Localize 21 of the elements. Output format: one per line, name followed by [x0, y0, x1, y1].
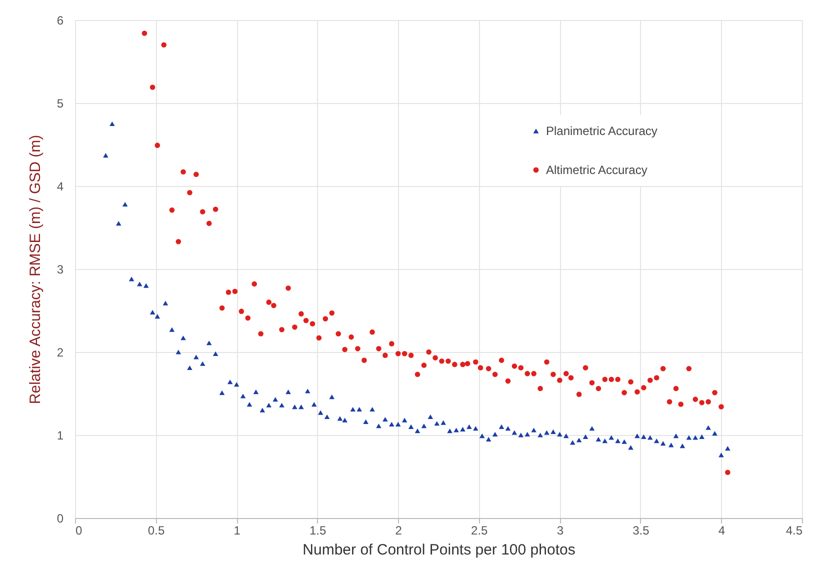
x-tick-label: 3 — [556, 524, 564, 538]
y-tick-label: 5 — [56, 96, 64, 110]
y-tick-label: 6 — [56, 14, 64, 28]
y-axis-title: Relative Accuracy: RMSE (m) / GSD (m) — [26, 134, 44, 404]
y-tick-label: 1 — [56, 428, 64, 442]
y-tick-label: 0 — [56, 512, 64, 526]
x-tick-label: 0.5 — [148, 524, 165, 538]
x-tick-label: 4.5 — [786, 524, 803, 538]
x-tick-label: 4 — [718, 524, 726, 538]
y-tick-label: 3 — [56, 262, 64, 276]
legend-label: Planimetric Accuracy — [546, 124, 658, 138]
x-tick-label: 2.5 — [471, 524, 488, 538]
x-tick-label: 1.5 — [309, 524, 326, 538]
x-axis-title: Number of Control Points per 100 photos — [302, 542, 576, 558]
y-tick-label: 4 — [56, 180, 64, 194]
x-tick-label: 1 — [234, 524, 241, 538]
y-tick-label: 2 — [56, 346, 64, 360]
x-tick-label: 3.5 — [632, 524, 650, 538]
x-tick-label: 2 — [395, 524, 402, 538]
x-tick-label: 0 — [76, 524, 82, 538]
legend-label: Altimetric Accuracy — [546, 163, 648, 177]
